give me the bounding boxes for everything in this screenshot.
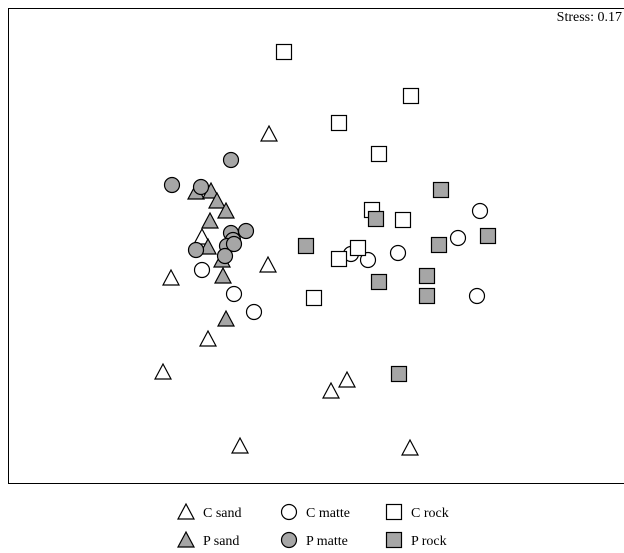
legend-square-icon xyxy=(385,531,403,549)
point-p-rock-1 xyxy=(432,181,450,199)
point-c-sand-8 xyxy=(322,381,340,399)
point-p-sand-7 xyxy=(214,266,232,284)
point-p-rock-9 xyxy=(390,365,408,383)
point-c-sand-3 xyxy=(259,255,277,273)
point-c-sand-6 xyxy=(154,362,172,380)
point-c-matte-1 xyxy=(471,202,489,220)
point-c-matte-4 xyxy=(225,285,243,303)
series-p-matte xyxy=(163,151,255,265)
legend-item-p-sand: P sand xyxy=(177,530,239,549)
point-c-sand-2 xyxy=(193,227,211,245)
point-p-rock-5 xyxy=(430,236,448,254)
legend-circle-icon xyxy=(280,531,298,549)
legend-item-p-rock: P rock xyxy=(385,531,447,549)
legend-label: P rock xyxy=(411,534,447,549)
point-p-rock-6 xyxy=(418,267,436,285)
point-p-rock-8 xyxy=(418,287,436,305)
point-p-matte-10 xyxy=(225,235,243,253)
legend-label: C matte xyxy=(306,506,350,521)
point-c-matte-2 xyxy=(449,229,467,247)
series-c-rock xyxy=(275,43,420,307)
point-p-rock-7 xyxy=(370,273,388,291)
point-p-sand-5 xyxy=(201,211,219,229)
point-c-sand-4 xyxy=(162,268,180,286)
point-p-matte-5 xyxy=(237,222,255,240)
plot-area xyxy=(8,8,624,484)
point-c-matte-7 xyxy=(359,251,377,269)
point-c-sand-10 xyxy=(401,438,419,456)
point-p-matte-8 xyxy=(187,241,205,259)
legend-label: C rock xyxy=(411,506,449,521)
series-c-sand xyxy=(154,124,419,456)
point-c-rock-3 xyxy=(330,114,348,132)
legend-triangle-icon xyxy=(177,502,195,520)
legend-item-c-sand: C sand xyxy=(177,502,242,521)
legend-item-c-matte: C matte xyxy=(280,503,350,521)
series-p-sand xyxy=(187,181,235,327)
legend-square-icon xyxy=(385,503,403,521)
legend-item-c-rock: C rock xyxy=(385,503,449,521)
point-c-sand-1 xyxy=(260,124,278,142)
point-c-matte-3 xyxy=(193,261,211,279)
point-c-rock-6 xyxy=(394,211,412,229)
point-c-rock-4 xyxy=(370,145,388,163)
point-c-rock-9 xyxy=(305,289,323,307)
legend: C sand C matte C rock P sand P matte P rock xyxy=(177,502,449,549)
point-p-matte-1 xyxy=(222,151,240,169)
legend-item-p-matte: P matte xyxy=(280,531,348,549)
point-c-sand-9 xyxy=(231,436,249,454)
point-c-rock-8 xyxy=(330,250,348,268)
point-p-rock-3 xyxy=(479,227,497,245)
point-p-matte-9 xyxy=(216,247,234,265)
point-c-sand-7 xyxy=(338,370,356,388)
point-p-sand-9 xyxy=(217,309,235,327)
point-p-matte-2 xyxy=(163,176,181,194)
point-p-sand-4 xyxy=(217,201,235,219)
point-p-matte-3 xyxy=(192,178,210,196)
legend-label: P sand xyxy=(203,534,239,549)
point-p-sand-3 xyxy=(208,191,226,209)
point-c-sand-5 xyxy=(199,329,217,347)
legend-triangle-icon xyxy=(177,530,195,548)
point-c-rock-7 xyxy=(349,239,367,257)
point-c-matte-8 xyxy=(389,244,407,262)
legend-circle-icon xyxy=(280,503,298,521)
series-p-rock xyxy=(297,181,497,383)
legend-label: C sand xyxy=(203,506,242,521)
point-c-rock-2 xyxy=(402,87,420,105)
point-p-rock-2 xyxy=(367,210,385,228)
point-c-matte-5 xyxy=(245,303,263,321)
point-c-matte-9 xyxy=(468,287,486,305)
point-c-rock-1 xyxy=(275,43,293,61)
point-p-rock-4 xyxy=(297,237,315,255)
stress-annotation: Stress: 0.17 xyxy=(556,10,622,25)
legend-label: P matte xyxy=(306,534,348,549)
